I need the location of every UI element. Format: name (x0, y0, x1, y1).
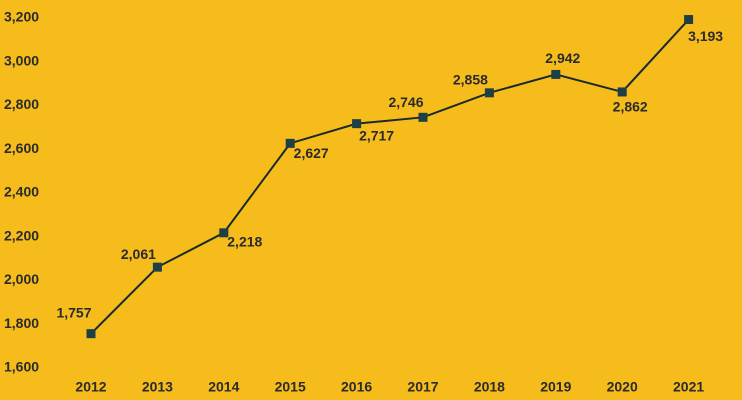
data-label: 2,627 (294, 145, 329, 161)
x-tick-label: 2016 (341, 379, 372, 395)
x-tick-label: 2021 (673, 379, 704, 395)
y-tick-label: 2,400 (4, 184, 39, 200)
line (90, 18, 690, 335)
data-label: 2,862 (613, 99, 648, 115)
marker (352, 119, 362, 129)
marker (285, 138, 295, 148)
y-tick-label: 2,000 (4, 271, 39, 287)
y-tick-label: 2,600 (4, 140, 39, 156)
x-tick-label: 2013 (142, 379, 173, 395)
y-tick-label: 2,800 (4, 96, 39, 112)
y-tick-label: 3,200 (4, 9, 39, 25)
marker (86, 329, 96, 339)
data-label: 3,193 (688, 28, 723, 44)
marker (152, 262, 162, 272)
marker (617, 87, 627, 97)
x-tick-label: 2017 (407, 379, 438, 395)
marker (551, 69, 561, 79)
marker (684, 15, 694, 25)
x-tick-label: 2018 (474, 379, 505, 395)
y-tick-label: 3,000 (4, 52, 39, 68)
data-label: 2,717 (359, 127, 394, 143)
x-tick-label: 2020 (607, 379, 638, 395)
x-tick-label: 2012 (75, 379, 106, 395)
x-tick-label: 2019 (540, 379, 571, 395)
y-tick-label: 1,800 (4, 315, 39, 331)
marker (484, 88, 494, 98)
x-tick-label: 2014 (208, 379, 239, 395)
data-label: 1,757 (56, 304, 91, 320)
y-tick-label: 1,600 (4, 359, 39, 375)
y-tick-label: 2,200 (4, 227, 39, 243)
marker (418, 112, 428, 122)
data-label: 2,858 (453, 72, 488, 88)
data-label: 2,942 (545, 50, 580, 66)
data-label: 2,218 (227, 234, 262, 250)
data-label: 2,061 (121, 246, 156, 262)
data-label: 2,746 (388, 94, 423, 110)
marker (219, 228, 229, 238)
x-tick-label: 2015 (275, 379, 306, 395)
